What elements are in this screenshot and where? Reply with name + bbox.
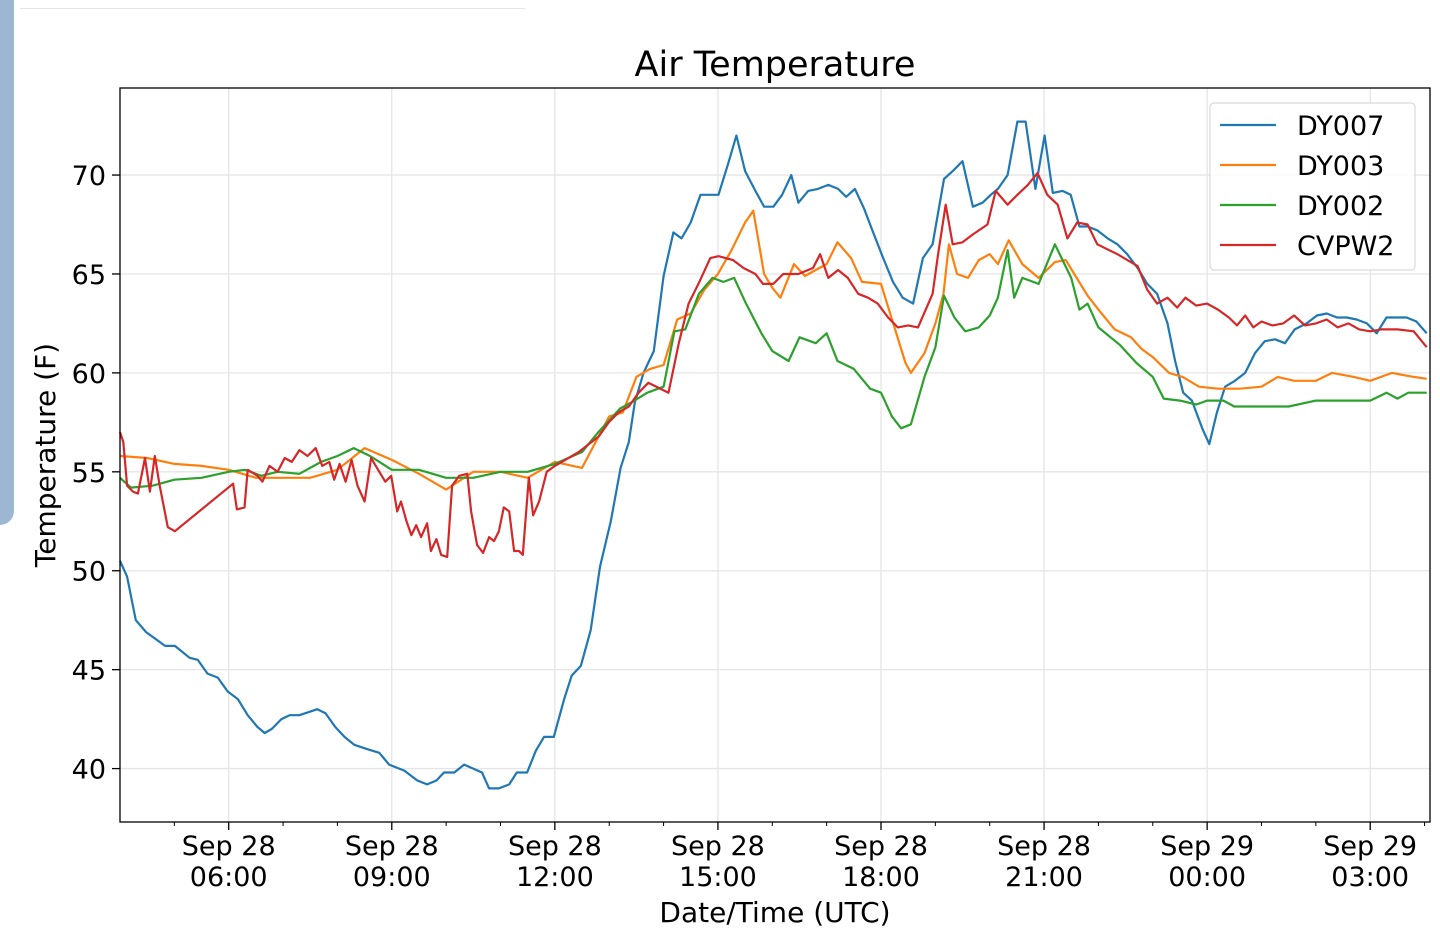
top-divider [20, 8, 525, 9]
legend: DY007 DY003 DY002 CVPW2 [1209, 102, 1416, 271]
legend-label: DY007 [1297, 111, 1384, 142]
x-tick-label-date: Sep 29 [1323, 831, 1417, 862]
x-tick-label-date: Sep 28 [671, 831, 765, 862]
x-tick-label-time: 21:00 [1005, 862, 1083, 893]
y-axis-label: Temperature (F) [29, 343, 62, 568]
x-tick-label-time: 03:00 [1331, 862, 1409, 893]
y-tick-label: 40 [72, 755, 106, 786]
x-tick-label-time: 15:00 [679, 862, 757, 893]
x-tick-label-time: 09:00 [353, 862, 431, 893]
x-tick-label-date: Sep 28 [997, 831, 1091, 862]
legend-label: CVPW2 [1297, 231, 1394, 262]
series-line-dy007 [118, 120, 1428, 790]
series-line-dy002 [119, 243, 1427, 489]
x-tick-label-date: Sep 28 [834, 831, 928, 862]
x-tick-label-time: 18:00 [842, 862, 920, 893]
x-tick-label-date: Sep 29 [1160, 831, 1254, 862]
y-tick-label: 55 [72, 458, 106, 489]
y-tick-label: 65 [72, 260, 106, 291]
legend-label: DY002 [1297, 191, 1384, 222]
y-tick-label: 50 [72, 557, 106, 588]
x-tick-label-date: Sep 28 [508, 831, 602, 862]
legend-label: DY003 [1297, 151, 1384, 182]
series-line-dy003 [119, 209, 1427, 491]
series-line-cvpw2 [118, 172, 1428, 558]
y-tick-label: 70 [72, 161, 106, 192]
series-lines [118, 120, 1428, 790]
x-tick-label-date: Sep 28 [345, 831, 439, 862]
x-axis-label: Date/Time (UTC) [659, 896, 890, 929]
chart-title: Air Temperature [635, 45, 916, 85]
legend-box [1209, 102, 1416, 271]
x-tick-label-date: Sep 28 [182, 831, 276, 862]
x-tick-label-time: 00:00 [1168, 862, 1246, 893]
x-tick-label-time: 12:00 [516, 862, 594, 893]
y-tick-label: 60 [72, 359, 106, 390]
x-tick-label-time: 06:00 [190, 862, 268, 893]
grid-lines [120, 88, 1430, 822]
plot-frame [119, 87, 1431, 823]
y-tick-label: 45 [72, 656, 106, 687]
side-panel-tab [0, 0, 14, 525]
